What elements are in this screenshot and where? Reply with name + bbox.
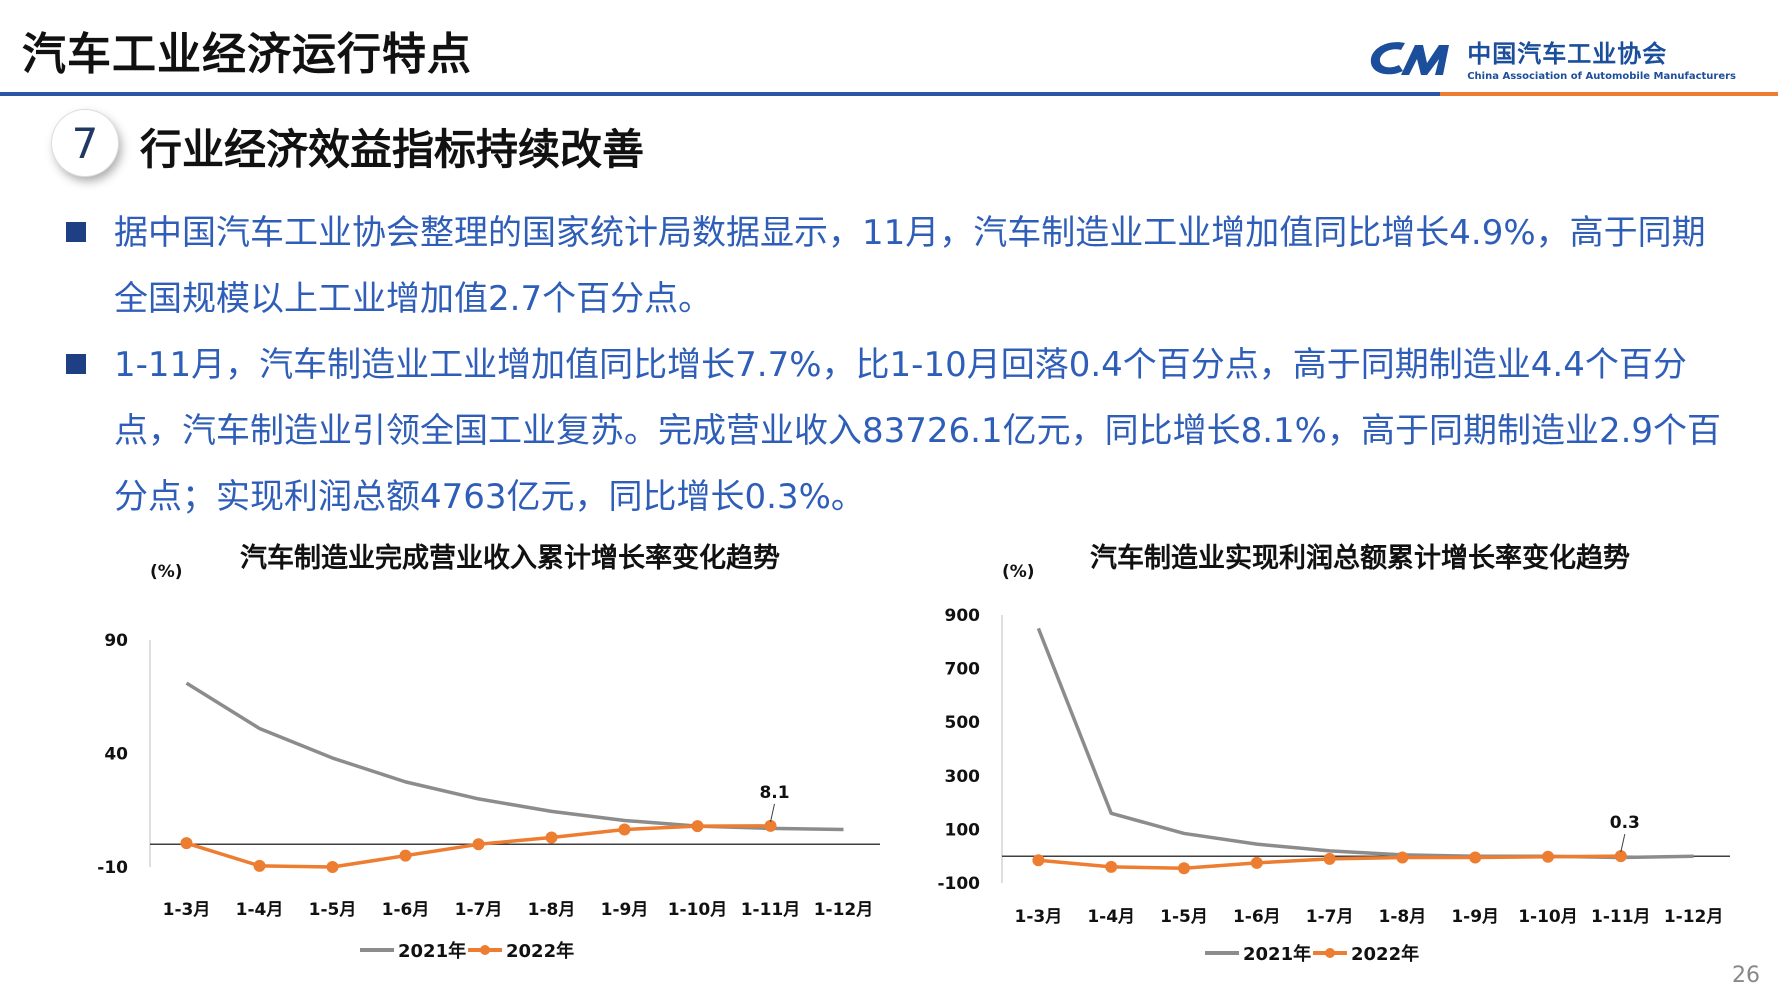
x-tick-label: 1-10月 <box>668 900 728 920</box>
x-tick-label: 1-12月 <box>814 900 874 920</box>
y-axis-unit: (%) <box>150 562 183 582</box>
bullet-item: 据中国汽车工业协会整理的国家统计局数据显示，11月，汽车制造业工业增加值同比增长… <box>66 200 1726 332</box>
x-tick-label: 1-8月 <box>1379 907 1427 927</box>
data-point-2022 <box>326 861 339 873</box>
revenue-growth-chart: 汽车制造业完成营业收入累计增长率变化趋势 (%) 90 40 -10 1-3月 1-4月 1-… <box>90 542 890 975</box>
legend-label: 2022年 <box>506 940 574 962</box>
legend-label: 2022年 <box>1351 943 1419 965</box>
bullet-text: 据中国汽车工业协会整理的国家统计局数据显示，11月，汽车制造业工业增加值同比增长… <box>114 213 1706 319</box>
data-point-2022 <box>1178 862 1190 875</box>
data-label: 0.3 <box>1610 813 1640 833</box>
x-tick-label: 1-4月 <box>236 900 284 920</box>
section-number-badge: 7 <box>52 110 118 176</box>
y-tick-label: -10 <box>97 858 128 878</box>
page-number: 26 <box>1732 963 1760 988</box>
x-tick-label: 1-8月 <box>528 900 576 920</box>
bullet-square-icon <box>66 354 86 374</box>
y-tick-label: 40 <box>104 745 128 765</box>
x-tick-label: 1-5月 <box>309 900 357 920</box>
y-tick-label: 500 <box>945 713 981 733</box>
annotation-leader-line <box>770 803 775 823</box>
y-axis-unit: (%) <box>1002 562 1035 582</box>
annotation-leader-line <box>1620 834 1626 853</box>
x-tick-label: 1-7月 <box>1306 907 1354 927</box>
data-point-2022 <box>545 831 558 844</box>
legend-marker <box>1325 948 1335 958</box>
y-tick-label: 900 <box>945 606 981 626</box>
cam-logo-icon <box>1371 42 1450 75</box>
data-point-2022 <box>1323 852 1336 865</box>
x-tick-label: 1-5月 <box>1160 907 1208 927</box>
logo-english-name: China Association of Automobile Manufact… <box>1467 71 1736 82</box>
profit-growth-chart-svg: 汽车制造业实现利润总额累计增长率变化趋势 (%) 900 700 500 300 100 -1… <box>937 542 1730 965</box>
data-point-2022 <box>764 819 777 832</box>
header-rule-orange <box>1440 92 1778 96</box>
y-tick-label: -100 <box>937 874 980 894</box>
data-point-2022 <box>1250 856 1263 869</box>
chart-title: 汽车制造业完成营业收入累计增长率变化趋势 <box>240 542 780 574</box>
chart-title: 汽车制造业实现利润总额累计增长率变化趋势 <box>1090 542 1630 574</box>
legend-label: 2021年 <box>1243 943 1311 965</box>
x-tick-label: 1-6月 <box>382 900 430 920</box>
x-tick-label: 1-11月 <box>741 900 801 920</box>
logo-chinese-name: 中国汽车工业协会 <box>1467 40 1668 68</box>
x-tick-label: 1-3月 <box>163 900 211 920</box>
data-label: 8.1 <box>759 783 789 803</box>
slide-title: 汽车工业经济运行特点 <box>22 29 472 80</box>
x-tick-label: 1-4月 <box>1087 907 1135 927</box>
data-point-2022 <box>180 837 193 850</box>
y-tick-label: 90 <box>104 631 128 651</box>
y-tick-label: 100 <box>945 820 981 840</box>
x-tick-label: 1-7月 <box>455 900 503 920</box>
data-point-2022 <box>1105 860 1118 873</box>
x-tick-label: 1-9月 <box>601 900 649 920</box>
series-line-2021年 <box>185 681 844 832</box>
data-point-2022 <box>399 849 412 862</box>
bullet-text: 1-11月，汽车制造业工业增加值同比增长7.7%，比1-10月回落0.4个百分点… <box>114 345 1722 517</box>
x-tick-label: 1-12月 <box>1664 907 1724 927</box>
bullet-list: 据中国汽车工业协会整理的国家统计局数据显示，11月，汽车制造业工业增加值同比增长… <box>66 200 1726 530</box>
data-point-2022 <box>618 823 631 836</box>
x-tick-label: 1-3月 <box>1015 907 1063 927</box>
data-point-2022 <box>691 820 704 833</box>
data-point-2022 <box>1614 850 1627 863</box>
x-tick-label: 1-10月 <box>1518 907 1578 927</box>
x-tick-label: 1-9月 <box>1451 907 1499 927</box>
bullet-item: 1-11月，汽车制造业工业增加值同比增长7.7%，比1-10月回落0.4个百分点… <box>66 332 1726 530</box>
section-title: 行业经济效益指标持续改善 <box>140 125 645 174</box>
data-point-2022 <box>253 859 266 872</box>
legend-label: 2021年 <box>398 940 466 962</box>
association-logo: 中国汽车工业协会 China Association of Automobile… <box>1365 34 1736 82</box>
x-tick-label: 1-11月 <box>1591 907 1651 927</box>
y-tick-label: 300 <box>945 767 981 787</box>
x-tick-label: 1-6月 <box>1233 907 1281 927</box>
revenue-growth-chart-svg: 汽车制造业完成营业收入累计增长率变化趋势 (%) 90 40 -10 1-3月 1-4月 1-… <box>97 542 880 962</box>
y-tick-label: 700 <box>945 660 981 680</box>
legend-marker <box>480 945 490 955</box>
data-point-2022 <box>472 838 485 851</box>
data-point-2022 <box>1032 854 1045 867</box>
data-point-2022 <box>1469 851 1482 864</box>
series-line-2021年 <box>1036 627 1694 860</box>
header-rule-blue <box>0 92 1778 96</box>
data-point-2022 <box>1542 850 1554 863</box>
data-point-2022 <box>1396 851 1409 864</box>
profit-growth-chart: 汽车制造业实现利润总额累计增长率变化趋势 (%) 900 700 500 300 100 -1… <box>937 542 1740 975</box>
bullet-square-icon <box>66 222 86 242</box>
